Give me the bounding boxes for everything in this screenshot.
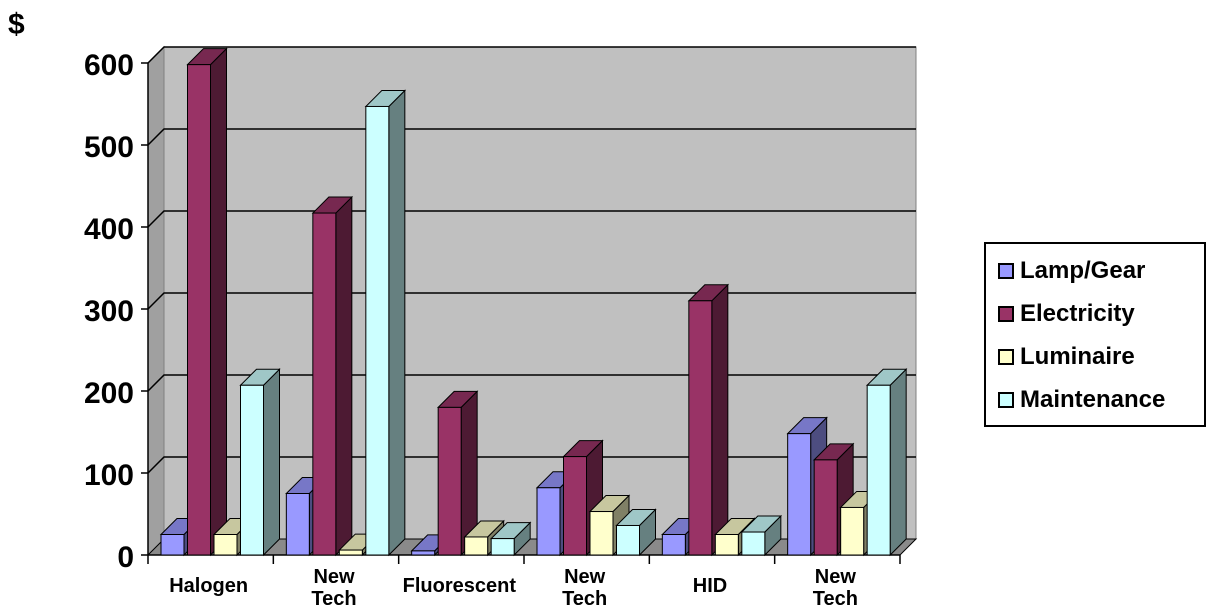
bar-maintenance-3 — [615, 508, 657, 557]
gridline — [147, 374, 916, 392]
x-tick-labels: Halogen New Tech Fluorescent New Tech HID New Te… — [147, 555, 901, 610]
gridline — [147, 456, 916, 474]
bar-electricity-4 — [687, 283, 730, 557]
bar-electricity-1 — [311, 195, 354, 557]
bars — [159, 47, 908, 557]
legend-item-maintenance: Maintenance — [998, 385, 1165, 415]
gridlines — [141, 46, 916, 556]
gridline — [147, 46, 916, 64]
gridline — [147, 128, 916, 146]
legend-label: Maintenance — [1020, 386, 1166, 413]
x-tick-label: Fluorescent — [403, 575, 517, 597]
y-tick-label: 300 — [84, 295, 134, 328]
gridline — [147, 292, 916, 310]
y-tick-label: 500 — [84, 131, 134, 164]
x-tick-label: New Tech — [562, 566, 607, 610]
gridline — [147, 210, 916, 228]
y-tick-label: 0 — [117, 541, 134, 574]
x-tick-label: Halogen — [169, 575, 248, 597]
legend-item-lamp-gear: Lamp/Gear — [998, 256, 1145, 286]
legend-item-luminaire: Luminaire — [998, 342, 1135, 372]
y-tick-label: 600 — [84, 49, 134, 82]
legend-label: Electricity — [1020, 300, 1135, 327]
bar-electricity-2 — [436, 390, 479, 557]
bar-maintenance-0 — [239, 368, 281, 557]
bar-maintenance-5 — [865, 368, 908, 557]
y-tick-label: 100 — [84, 459, 134, 492]
legend-label: Luminaire — [1020, 343, 1135, 370]
legend-swatch — [998, 306, 1014, 322]
legend-swatch — [998, 392, 1014, 408]
bar-maintenance-2 — [489, 521, 532, 557]
bar-maintenance-4 — [740, 514, 783, 557]
y-tick-label: 400 — [84, 213, 134, 246]
bar-electricity-3 — [562, 439, 604, 557]
legend-item-electricity: Electricity — [998, 299, 1135, 329]
x-tick-label: New Tech — [813, 566, 858, 610]
legend-swatch — [998, 263, 1014, 279]
legend-swatch — [998, 349, 1014, 365]
y-tick-label: 200 — [84, 377, 134, 410]
legend: Lamp/Gear Electricity Luminaire Maintena… — [984, 242, 1206, 427]
bar-maintenance-1 — [364, 89, 407, 557]
x-tick-label: New Tech — [311, 566, 356, 610]
y-tick-labels: 0 100 200 300 400 500 600 — [84, 49, 134, 574]
legend-label: Lamp/Gear — [1020, 257, 1146, 284]
x-tick-label: HID — [693, 575, 727, 597]
y-axis-label: $ — [8, 8, 25, 41]
bar-electricity-0 — [186, 47, 228, 557]
